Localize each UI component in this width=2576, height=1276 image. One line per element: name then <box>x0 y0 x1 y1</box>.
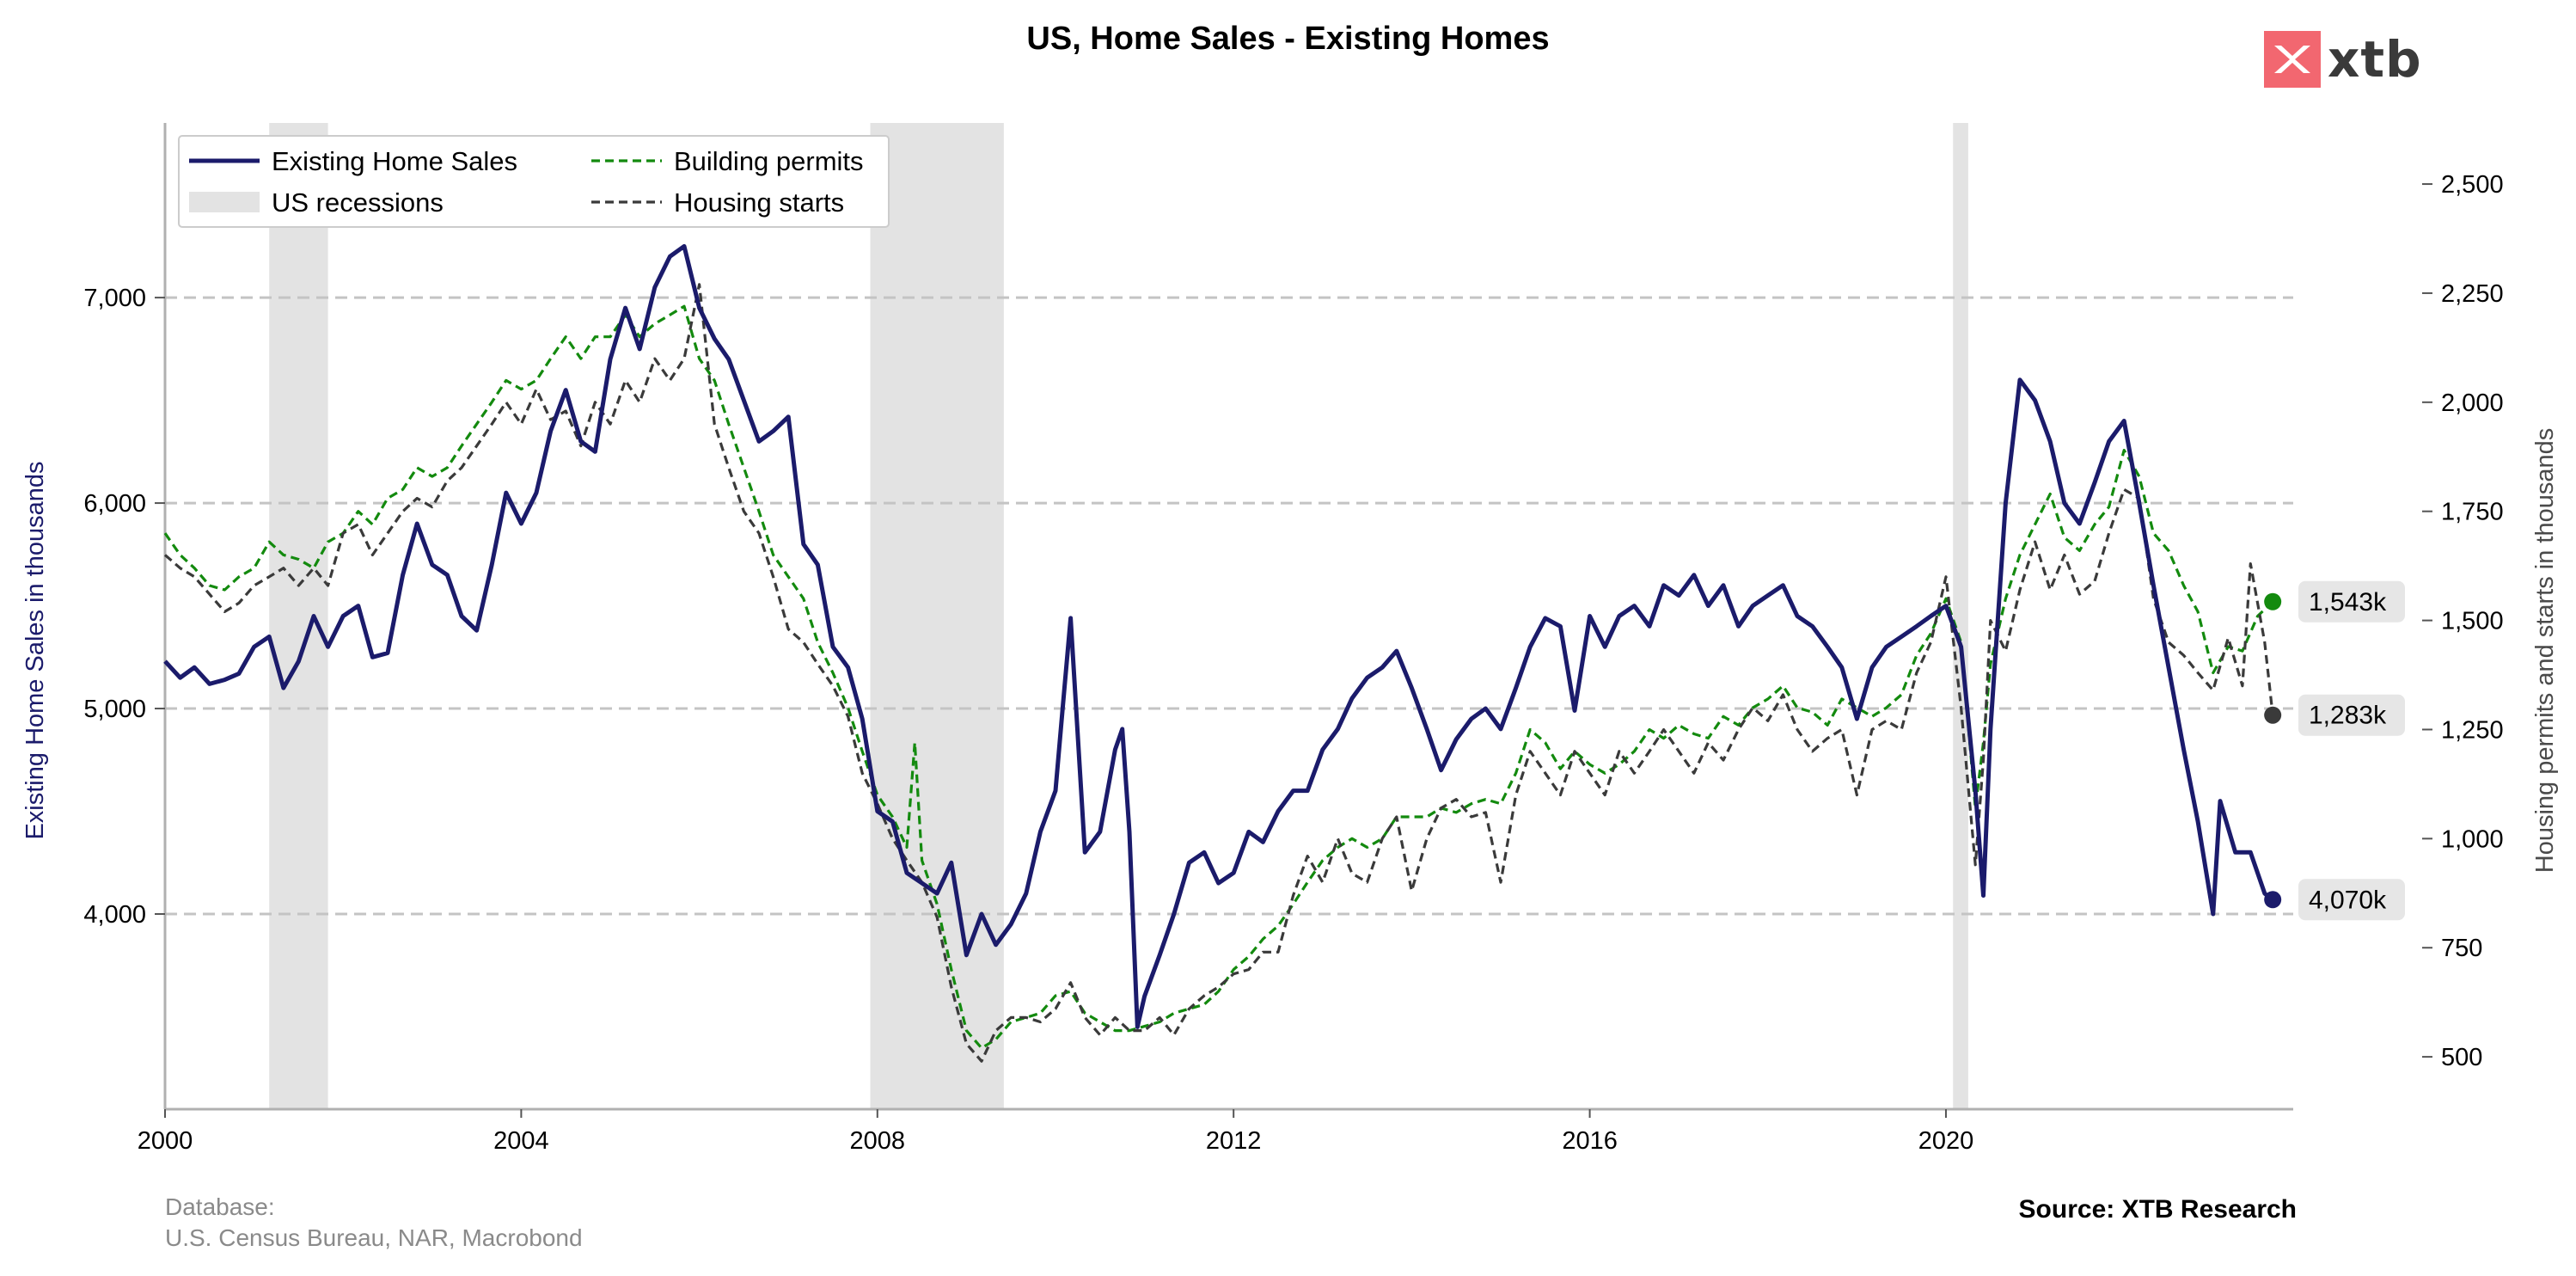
legend-label: Building permits <box>674 146 864 176</box>
series-line-housing-starts <box>163 283 2274 1063</box>
legend-label: Existing Home Sales <box>272 146 517 176</box>
x-tick-label: 2008 <box>850 1127 906 1155</box>
end-value-label-housing-starts: 1,283k <box>2298 694 2405 736</box>
series-line-existing-home-sales <box>163 243 2274 1029</box>
x-tick-label: 2012 <box>1206 1127 1262 1155</box>
y-left-tick-label: 7,000 <box>83 285 146 312</box>
y-right-tick-label: 1,750 <box>2441 499 2504 526</box>
legend-box <box>178 135 890 228</box>
legend-label: Housing starts <box>674 187 844 218</box>
end-value-label-bg <box>2298 580 2405 623</box>
x-tick-label: 2000 <box>138 1127 193 1155</box>
chart-title: US, Home Sales - Existing Homes <box>1026 21 1550 57</box>
database-label: Database: <box>165 1193 275 1220</box>
y-left-axis-title: Existing Home Sales in thousands <box>21 461 49 839</box>
end-value-label-building-permits: 1,543k <box>2298 580 2405 623</box>
recession-band-2 <box>870 123 1004 1109</box>
y-right-tick-label: 750 <box>2441 935 2482 962</box>
y-right-tick-label: 1,500 <box>2441 608 2504 635</box>
y-left-tick-label: 5,000 <box>83 696 146 723</box>
series-end-marker <box>2264 592 2282 610</box>
end-value-label-text: 1,543k <box>2309 588 2387 617</box>
source-note: Source: XTB Research <box>2018 1195 2297 1224</box>
x-tick-label: 2020 <box>1918 1127 1974 1155</box>
y-left-tick-label: 6,000 <box>83 490 146 518</box>
database-note: Database: U.S. Census Bureau, NAR, Macro… <box>165 1192 583 1254</box>
end-value-label-bg <box>2298 694 2405 736</box>
legend-swatch <box>189 192 260 212</box>
recession-band-3 <box>1953 123 1968 1109</box>
legend-label: US recessions <box>272 187 444 218</box>
end-value-label-text: 1,283k <box>2309 702 2387 730</box>
y-right-axis-title: Housing permits and starts in thousands <box>2531 428 2559 873</box>
y-right-tick-label: 1,000 <box>2441 825 2504 853</box>
series-end-marker <box>2264 891 2282 909</box>
series-line-building-permits <box>163 304 2274 1050</box>
end-value-label-existing-home-sales: 4,070k <box>2298 879 2405 921</box>
recession-band-1 <box>269 123 328 1109</box>
x-tick-label: 2016 <box>1562 1127 1618 1155</box>
xtb-logo-mark-icon <box>2264 31 2321 88</box>
y-right-tick-label: 2,500 <box>2441 171 2504 199</box>
end-value-label-bg <box>2298 879 2405 921</box>
y-right-tick-label: 1,250 <box>2441 716 2504 744</box>
database-sources: U.S. Census Bureau, NAR, Macrobond <box>165 1224 583 1251</box>
y-right-tick-label: 2,250 <box>2441 280 2504 308</box>
y-left-tick-label: 4,000 <box>83 901 146 929</box>
legend: Existing Home Sales Building permits US re… <box>178 135 890 228</box>
y-right-tick-label: 500 <box>2441 1044 2482 1071</box>
y-right-tick-label: 2,000 <box>2441 390 2504 417</box>
series-end-marker <box>2264 706 2282 724</box>
xtb-logo-text: xtb <box>2328 30 2422 89</box>
x-tick-label: 2004 <box>493 1127 549 1155</box>
xtb-logo: xtb <box>2264 30 2422 89</box>
end-value-label-text: 4,070k <box>2309 886 2387 914</box>
